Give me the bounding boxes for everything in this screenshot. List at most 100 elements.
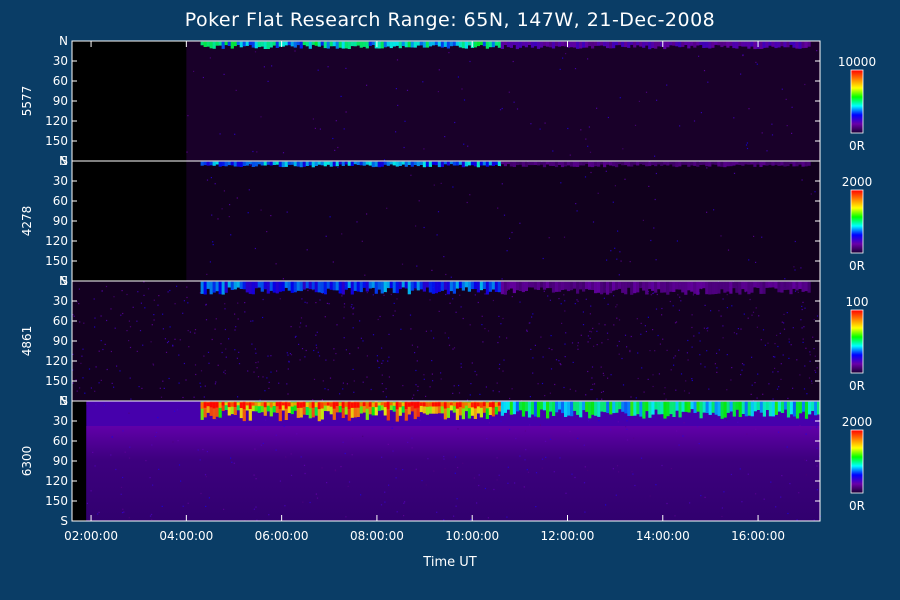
noise-pixel (654, 198, 656, 201)
noise-pixel (376, 359, 379, 361)
noise-pixel (733, 172, 736, 174)
noise-pixel (771, 134, 774, 136)
noise-pixel (250, 320, 252, 322)
noise-pixel (799, 374, 801, 376)
aurora-arc-segment (594, 161, 598, 167)
noise-pixel (286, 211, 288, 213)
noise-pixel (655, 259, 657, 261)
noise-pixel (395, 131, 397, 133)
noise-pixel (652, 292, 654, 295)
noise-pixel (267, 80, 269, 82)
aurora-arc-segment (437, 401, 441, 414)
noise-pixel (315, 344, 317, 346)
noise-pixel (132, 306, 134, 308)
aurora-arc-segment (657, 401, 661, 415)
noise-pixel (402, 469, 404, 471)
aurora-arc-segment (389, 41, 393, 49)
noise-pixel (603, 374, 605, 376)
aurora-arc-segment (203, 161, 207, 166)
aurora-arc-segment (296, 161, 300, 167)
noise-pixel (72, 353, 74, 355)
aurora-arc-segment (705, 41, 709, 48)
noise-pixel (804, 459, 806, 461)
aurora-arc-segment (536, 161, 541, 166)
noise-pixel (736, 333, 738, 335)
aurora-arc-core (476, 402, 480, 407)
aurora-arc-segment (645, 161, 649, 167)
noise-pixel (104, 343, 106, 345)
noise-pixel (202, 76, 204, 79)
noise-pixel (194, 329, 197, 331)
noise-pixel (466, 399, 469, 401)
noise-pixel (630, 396, 632, 398)
aurora-arc-segment (723, 401, 727, 418)
aurora-arc-segment (344, 401, 348, 415)
aurora-arc-segment (582, 281, 586, 292)
aurora-arc-segment (729, 401, 733, 412)
aurora-arc-core (305, 402, 309, 407)
aurora-arc-segment (759, 401, 763, 413)
noise-pixel (244, 302, 246, 304)
aurora-arc-segment (551, 281, 556, 293)
aurora-arc-segment (539, 161, 544, 165)
aurora-arc-segment (555, 401, 559, 413)
noise-pixel (449, 302, 451, 304)
noise-pixel (741, 363, 744, 365)
noise-pixel (350, 306, 352, 308)
noise-pixel (555, 359, 558, 361)
aurora-arc-segment (654, 161, 658, 167)
y-tick-label: 30 (53, 54, 68, 68)
noise-pixel (94, 465, 96, 467)
aurora-arc-segment (609, 281, 613, 294)
noise-pixel (98, 511, 100, 513)
y-tick-label: 150 (45, 494, 68, 508)
aurora-arc-segment (792, 161, 796, 167)
noise-pixel (298, 343, 300, 345)
aurora-arc-segment (332, 281, 336, 291)
noise-pixel (244, 311, 246, 313)
noise-pixel (427, 458, 429, 460)
aurora-arc-segment (795, 41, 799, 49)
aurora-arc-segment (729, 161, 733, 167)
noise-pixel (574, 476, 576, 479)
noise-pixel (254, 247, 256, 250)
aurora-arc-segment (645, 401, 649, 412)
aurora-arc-segment (645, 41, 649, 46)
noise-pixel (456, 498, 458, 500)
panel-background (72, 281, 820, 401)
aurora-arc-segment (808, 401, 812, 415)
noise-pixel (591, 366, 594, 368)
colorbar-max-label: 2000 (842, 415, 873, 429)
noise-pixel (796, 519, 798, 521)
noise-pixel (282, 278, 284, 280)
noise-pixel (150, 513, 153, 516)
noise-pixel (388, 356, 390, 358)
noise-pixel (591, 377, 593, 379)
aurora-arc-segment (230, 281, 234, 290)
aurora-arc-segment (545, 281, 550, 289)
aurora-arc-segment (732, 281, 736, 289)
noise-pixel (415, 384, 417, 386)
noise-pixel (815, 371, 817, 373)
noise-pixel (421, 480, 423, 482)
aurora-arc-segment (714, 281, 718, 294)
noise-pixel (776, 388, 779, 390)
noise-pixel (275, 263, 277, 265)
aurora-arc-segment (446, 41, 450, 49)
aurora-arc-segment (398, 281, 402, 290)
noise-pixel (631, 471, 633, 473)
aurora-arc-core (404, 402, 408, 409)
aurora-arc-segment (675, 401, 679, 411)
noise-pixel (436, 511, 438, 513)
noise-pixel (590, 171, 592, 174)
noise-pixel (792, 387, 794, 389)
noise-pixel (301, 348, 304, 350)
noise-pixel (613, 295, 615, 297)
noise-pixel (161, 505, 163, 507)
noise-pixel (607, 116, 609, 119)
aurora-arc-segment (470, 161, 474, 166)
aurora-arc-core (365, 402, 369, 409)
aurora-arc-segment (308, 161, 312, 166)
aurora-arc-segment (260, 41, 264, 47)
aurora-arc-segment (494, 161, 498, 165)
